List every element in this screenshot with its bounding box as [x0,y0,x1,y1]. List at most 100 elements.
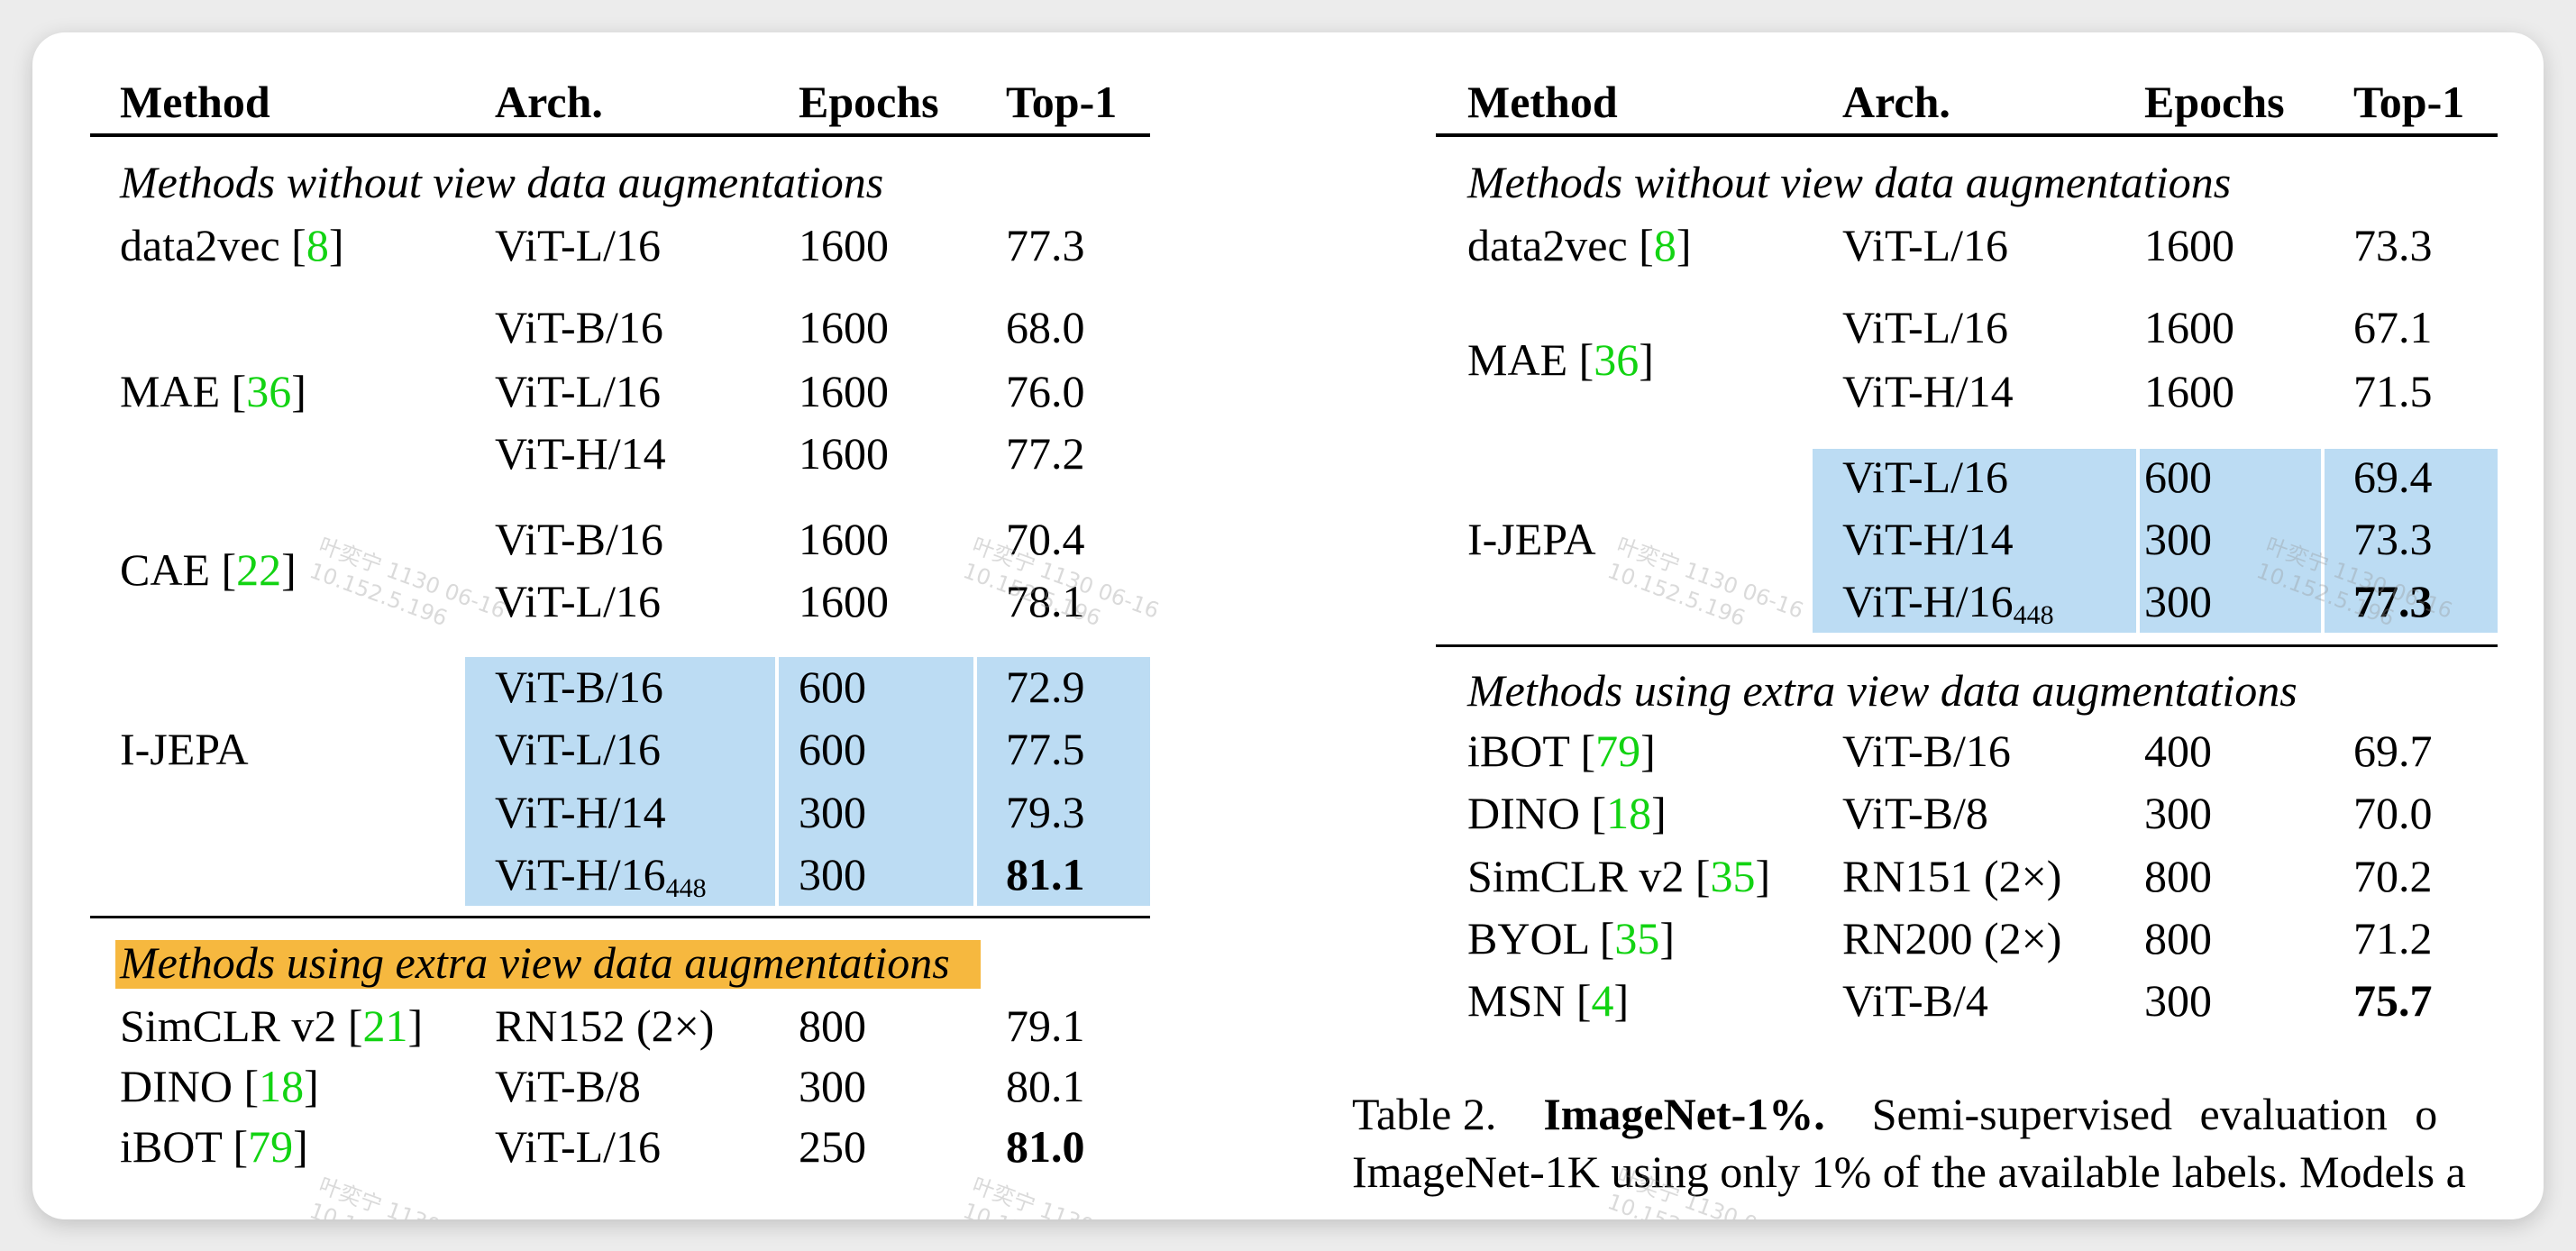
citation-link[interactable]: 8 [306,220,329,270]
method-name: I-JEPA [120,724,249,774]
arch-cell: ViT-L/16 [495,576,662,626]
top-rule [90,133,1150,137]
column-header: Arch. [495,77,603,127]
epochs-cell: 1600 [799,428,889,479]
top1-cell: 72.9 [1006,662,1085,712]
section-title: Methods using extra view data augmentati… [1467,665,2297,716]
citation-link[interactable]: 35 [1614,913,1660,963]
epochs-cell: 1600 [799,366,889,416]
citation-link[interactable]: 4 [1591,975,1614,1026]
method-name: SimCLR v2 [35] [1467,851,1771,901]
column-header: Epochs [799,77,939,127]
caption-line-1: Table 2. ImageNet-1%. Semi-supervised eval… [1352,1087,2544,1141]
column-header: Top-1 [2353,77,2465,127]
method-name: data2vec [8] [120,220,344,270]
arch-cell: ViT-B/16 [495,302,663,352]
citation-link[interactable]: 79 [1595,726,1641,776]
caption-line-2: ImageNet-1K using only 1% of the availab… [1352,1146,2466,1197]
section-title: Methods without view data augmentations [1467,157,2232,207]
top1-cell: 69.4 [2353,452,2433,502]
method-name: MSN [4] [1467,975,1630,1026]
column-header: Arch. [1842,77,1950,127]
epochs-cell: 300 [799,1061,866,1111]
top1-cell: 80.1 [1006,1061,1085,1111]
top1-cell: 71.5 [2353,366,2433,416]
ours-highlight-cell [977,657,1150,906]
method-name: MAE [36] [120,366,306,416]
citation-link[interactable]: 36 [1594,334,1640,385]
column-header: Epochs [2144,77,2285,127]
top1-cell: 70.2 [2353,851,2433,901]
caption-text: Semi-supervised evaluation o [1871,1089,2438,1139]
arch-cell: ViT-H/14 [495,428,666,479]
arch-cell: ViT-B/8 [1842,788,1988,838]
epochs-cell: 300 [2144,788,2212,838]
arch-cell: ViT-H/16448 [495,849,707,903]
ours-highlight-cell [779,657,973,906]
citation-link[interactable]: 18 [1606,788,1652,838]
column-header: Top-1 [1006,77,1118,127]
method-name: DINO [18] [1467,788,1667,838]
method-name: I-JEPA [1467,514,1596,564]
citation-link[interactable]: 22 [236,544,282,595]
top1-cell: 81.1 [1006,849,1085,899]
ours-highlight-cell [2325,449,2498,633]
arch-cell: ViT-B/8 [495,1061,641,1111]
arch-cell: ViT-L/16 [1842,452,2009,502]
arch-cell: ViT-H/14 [495,787,666,837]
arch-cell: ViT-B/4 [1842,975,1988,1026]
citation-link[interactable]: 35 [1710,851,1756,901]
top1-cell: 76.0 [1006,366,1085,416]
top1-cell: 79.1 [1006,1000,1085,1051]
epochs-cell: 300 [2144,576,2212,626]
section-title: Methods without view data augmentations [120,157,884,207]
top1-cell: 77.2 [1006,428,1085,479]
epochs-cell: 250 [799,1121,866,1172]
arch-cell: ViT-L/16 [495,724,662,774]
top1-cell: 73.3 [2353,220,2433,270]
top1-cell: 70.0 [2353,788,2433,838]
method-name: CAE [22] [120,544,297,595]
section-title: Methods using extra view data augmentati… [120,937,950,988]
citation-link[interactable]: 18 [259,1061,305,1111]
arch-cell: ViT-B/16 [1842,726,2011,776]
caption-title: ImageNet-1%. [1543,1089,1825,1139]
arch-cell: ViT-H/16448 [1842,576,2054,630]
top1-cell: 69.7 [2353,726,2433,776]
citation-link[interactable]: 8 [1653,220,1676,270]
method-name: iBOT [79] [1467,726,1656,776]
column-header: Method [1467,77,1618,127]
document-page: Method Arch. Epochs Top-1 Methods without vi… [32,32,2544,1219]
column-header: Method [120,77,270,127]
arch-cell: ViT-L/16 [495,220,662,270]
citation-link[interactable]: 79 [248,1121,294,1172]
epochs-cell: 1600 [799,302,889,352]
citation-link[interactable]: 36 [246,366,292,416]
arch-cell: ViT-H/14 [1842,514,2014,564]
epochs-cell: 1600 [799,514,889,564]
method-name: SimCLR v2 [21] [120,1000,424,1051]
arch-cell: ViT-B/16 [495,514,663,564]
section-highlight [115,940,981,989]
arch-cell: RN151 (2×) [1842,851,2062,901]
top-rule [1436,133,2498,137]
epochs-cell: 600 [799,662,866,712]
epochs-cell: 1600 [799,576,889,626]
top1-cell: 70.4 [1006,514,1085,564]
method-name: BYOL [35] [1467,913,1676,963]
arch-cell: ViT-L/16 [495,366,662,416]
arch-cell: ViT-L/16 [495,1121,662,1172]
top1-cell: 71.2 [2353,913,2433,963]
top1-cell: 79.3 [1006,787,1085,837]
top1-cell: 67.1 [2353,302,2433,352]
epochs-cell: 800 [2144,913,2212,963]
citation-link[interactable]: 21 [362,1000,408,1051]
method-name: data2vec [8] [1467,220,1692,270]
top1-cell: 78.1 [1006,576,1085,626]
method-name: iBOT [79] [120,1121,308,1172]
arch-cell: ViT-L/16 [1842,302,2009,352]
epochs-cell: 1600 [2144,220,2234,270]
